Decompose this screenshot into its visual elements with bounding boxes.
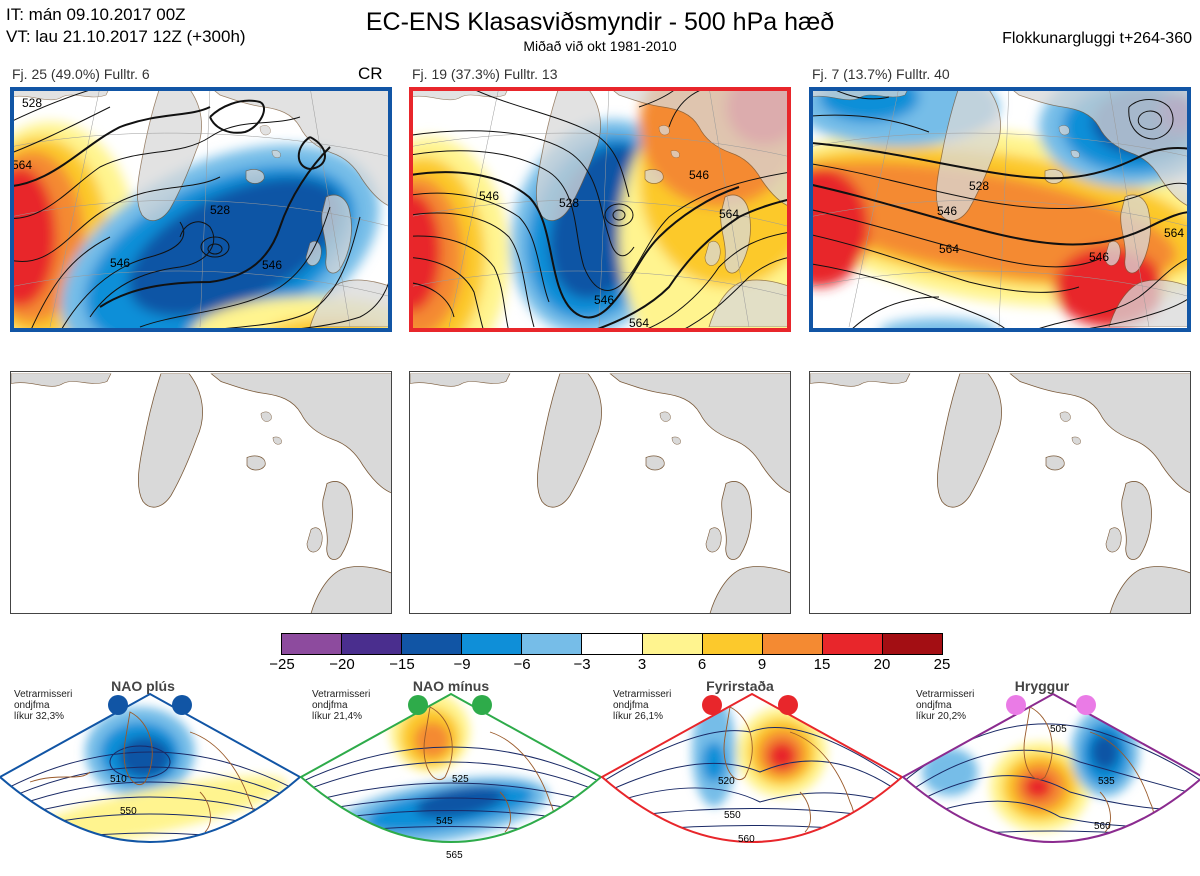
- contour-label: 525: [452, 774, 469, 785]
- regime-row: 510 550: [0, 672, 1200, 871]
- contour-label: 546: [262, 258, 282, 272]
- contour-label: 546: [689, 168, 709, 182]
- colorbar-tick-label: 6: [697, 656, 707, 673]
- contour-label: 535: [1098, 776, 1115, 787]
- page-subtitle: Miðað við okt 1981-2010: [523, 38, 677, 54]
- regime-4-dot: [1006, 695, 1026, 715]
- cluster-2-frame: [409, 87, 791, 332]
- contour-label: 564: [12, 158, 32, 172]
- contour-label: 546: [479, 189, 499, 203]
- contour-label: 564: [719, 207, 739, 221]
- contour-label: 560: [1094, 821, 1111, 832]
- colorbar-swatch: [282, 634, 342, 654]
- colorbar-swatch: [821, 634, 882, 654]
- contour-label: 546: [1089, 250, 1109, 264]
- contour-label: 510: [110, 774, 127, 785]
- cluster-2-map: 546 528 546 564 546 564: [409, 87, 791, 332]
- contour-label: 546: [594, 293, 614, 307]
- regime-3-note: Vetrarmisseri ondjfma líkur 26,1%: [613, 689, 672, 722]
- cluster-1-label: Fj. 25 (49.0%) Fulltr. 6: [12, 66, 150, 82]
- regime-1-frame: [0, 692, 302, 843]
- contour-label: 505: [1050, 724, 1067, 735]
- regime-3-dot: [702, 695, 722, 715]
- colorbar-swatch: [761, 634, 822, 654]
- contour-label: 545: [436, 816, 453, 827]
- regime-1-title: NAO plús: [111, 678, 175, 694]
- empty-map-2: [409, 371, 791, 614]
- regime-2-note: Vetrarmisseri ondjfma líkur 21,4%: [312, 689, 371, 722]
- colorbar-tick-label: −25: [269, 656, 295, 673]
- contour-label: 528: [22, 96, 42, 110]
- regime-1-dot: [172, 695, 192, 715]
- regime-3-frame: [600, 692, 904, 843]
- contour-label: 564: [629, 316, 649, 330]
- contour-label: 564: [939, 242, 959, 256]
- regime-1-note: Vetrarmisseri ondjfma líkur 32,3%: [14, 689, 73, 722]
- colorbar-tick-label: 15: [813, 656, 831, 673]
- contour-label: 560: [738, 834, 755, 845]
- colorbar-tick-label: −9: [453, 656, 471, 673]
- regime-3-dot: [778, 695, 798, 715]
- colorbar-tick-label: −20: [329, 656, 355, 673]
- colorbar-swatch: [461, 634, 522, 654]
- colorbar-tick-label: −15: [389, 656, 415, 673]
- regime-2-frame: [299, 692, 603, 843]
- valid-time: VT: lau 21.10.2017 12Z (+300h): [6, 27, 246, 46]
- cluster-3-map: 528 546 564 546 564: [809, 87, 1191, 332]
- colorbar-swatch: [341, 634, 402, 654]
- contour-label: 564: [1164, 226, 1184, 240]
- contour-label: 528: [969, 179, 989, 193]
- colorbar-tick-label: −3: [573, 656, 591, 673]
- regime-2-dot: [472, 695, 492, 715]
- contour-label: 528: [210, 203, 230, 217]
- contour-label: 546: [110, 256, 130, 270]
- colorbar-tick-label: 20: [873, 656, 891, 673]
- header-left: IT: mán 09.10.2017 00Z VT: lau 21.10.201…: [6, 4, 246, 48]
- regime-3-title: Fyrirstaða: [706, 678, 774, 694]
- empty-map-3: [809, 371, 1191, 614]
- colorbar-tick-label: 9: [757, 656, 767, 673]
- regime-4-title: Hryggur: [1014, 678, 1070, 694]
- cluster-1-map: 528 564 528 546 546: [10, 87, 392, 332]
- regime-2-title: NAO mínus: [412, 678, 490, 694]
- colorbar-swatch: [521, 634, 582, 654]
- regime-1-dot: [108, 695, 128, 715]
- colorbar: [281, 633, 943, 655]
- colorbar-swatch: [881, 634, 943, 654]
- contour-label: 546: [937, 204, 957, 218]
- colorbar-swatch: [701, 634, 762, 654]
- colorbar-swatch: [641, 634, 702, 654]
- colorbar-swatch: [401, 634, 462, 654]
- colorbar-tick-label: 3: [637, 656, 647, 673]
- contour-label: 550: [120, 806, 137, 817]
- regime-2-dot: [408, 695, 428, 715]
- colorbar-tick-label: 25: [933, 656, 951, 673]
- regime-4-frame: [901, 692, 1200, 843]
- cluster-3-frame: [809, 87, 1191, 332]
- initial-time: IT: mán 09.10.2017 00Z: [6, 5, 186, 24]
- cluster-1-regime: CR: [358, 64, 383, 83]
- colorbar-tick-label: −6: [513, 656, 531, 673]
- page-title: EC-ENS Klasasviðsmyndir - 500 hPa hæð: [365, 8, 835, 36]
- cluster-3-label: Fj. 7 (13.7%) Fulltr. 40: [812, 66, 950, 82]
- empty-map-1: [10, 371, 392, 614]
- contour-label: 520: [718, 776, 735, 787]
- colorbar-swatch: [581, 634, 642, 654]
- regime-4-note: Vetrarmisseri ondjfma líkur 20,2%: [916, 689, 975, 722]
- contour-label: 550: [724, 810, 741, 821]
- regime-4-dot: [1076, 695, 1096, 715]
- contour-label: 565: [446, 850, 463, 861]
- cluster-2-label: Fj. 19 (37.3%) Fulltr. 13: [412, 66, 558, 82]
- classification-window: Flokkunargluggi t+264-360: [1002, 30, 1192, 47]
- cluster-1-frame: [10, 87, 392, 332]
- contour-label: 528: [559, 196, 579, 210]
